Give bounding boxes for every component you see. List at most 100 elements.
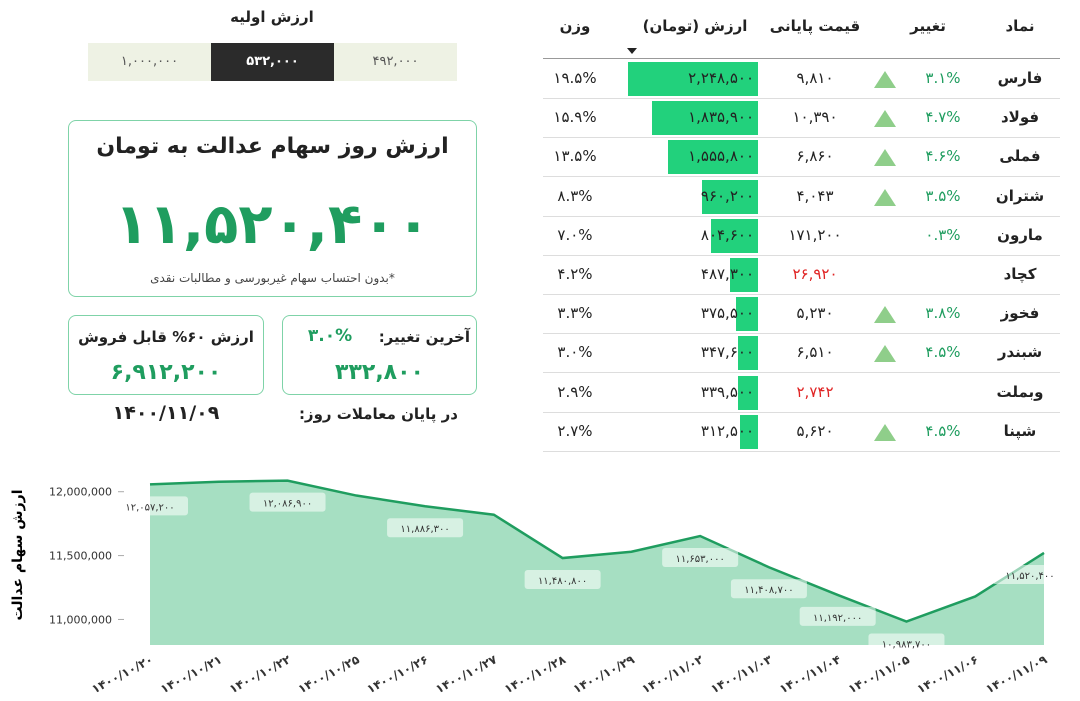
summary-card xyxy=(68,120,477,297)
close-price: ۵,۶۲۰ xyxy=(796,421,834,440)
header-rule xyxy=(543,58,1060,59)
value-label: ۱۱,۸۸۶,۳۰۰ xyxy=(400,524,449,535)
x-tick-label: ۱۴۰۰/۱۰/۲۲ xyxy=(227,652,294,696)
initial-value-option[interactable]: ۵۳۲,۰۰۰ xyxy=(211,43,334,81)
value-label-box xyxy=(662,548,739,568)
table-row-rule xyxy=(543,372,1060,374)
initial-value-option[interactable]: ۴۹۲,۰۰۰ xyxy=(334,43,457,81)
x-tick-label: ۱۴۰۰/۱۱/۰۶ xyxy=(915,652,981,696)
x-tick-label: ۱۴۰۰/۱۰/۲۹ xyxy=(571,652,638,696)
weight: ۱۳.۵% xyxy=(553,147,597,166)
table-header[interactable]: وزن xyxy=(559,17,591,35)
table-header[interactable]: تغییر xyxy=(910,17,946,35)
x-tick-label: ۱۴۰۰/۱۱/۰۹ xyxy=(983,652,1050,696)
value-bar xyxy=(711,218,758,253)
table-row-rule xyxy=(543,294,1060,295)
y-tick-label: 11,000,000 xyxy=(49,613,112,626)
value: ۱,۸۳۵,۹۰۰ xyxy=(688,108,754,127)
value-label: ۱۱,۴۸۰,۸۰۰ xyxy=(538,576,587,587)
table-header[interactable]: نماد xyxy=(1005,17,1035,35)
last-change-value: ۳۳۲,۸۰۰ xyxy=(335,360,424,385)
value-bar xyxy=(739,414,758,449)
x-tick-label: ۱۴۰۰/۱۰/۲۰ xyxy=(89,652,155,696)
weight: ۸.۳% xyxy=(557,186,593,205)
up-triangle xyxy=(874,71,896,88)
table-row-rule xyxy=(543,137,1060,139)
change: ۴.۷% xyxy=(925,108,961,127)
change: ۰.۳% xyxy=(925,225,961,244)
symbol: شبندر xyxy=(997,343,1043,362)
x-tick-label: ۱۴۰۰/۱۱/۰۲ xyxy=(640,652,707,696)
change: ۴.۶% xyxy=(925,147,961,166)
value-bar xyxy=(729,258,758,292)
value-bar xyxy=(738,375,758,410)
x-tick-label: ۱۴۰۰/۱۱/۰۴ xyxy=(777,652,843,696)
table-header[interactable]: ارزش (تومان) xyxy=(642,17,748,35)
initial-value-title: ارزش اولیه xyxy=(230,8,314,26)
value-label: ۱۲,۰۸۶,۹۰۰ xyxy=(263,499,312,510)
value: ۳۴۷,۶۰۰ xyxy=(700,343,754,362)
last-change-percent: ۳.۰% xyxy=(307,326,353,346)
close-price: ۲۶,۹۲۰ xyxy=(792,265,838,283)
symbol: فولاد xyxy=(1000,108,1040,127)
last-change-card xyxy=(282,315,477,395)
area xyxy=(150,480,1044,645)
close-price: ۶,۵۱۰ xyxy=(796,343,834,362)
symbol: مارون xyxy=(997,225,1043,244)
weight: ۲.۷% xyxy=(557,421,593,440)
table-row-rule xyxy=(543,215,1060,217)
change: ۴.۵% xyxy=(925,421,961,440)
change: ۴.۵% xyxy=(925,343,961,362)
symbol: فارس xyxy=(997,69,1043,87)
weight: ۴.۲% xyxy=(557,265,593,283)
sort-arrow xyxy=(627,48,637,54)
x-tick-label: ۱۴۰۰/۱۱/۰۳ xyxy=(708,652,775,696)
close-price: ۱۷۱,۲۰۰ xyxy=(788,225,842,244)
table-row-rule xyxy=(543,333,1060,335)
value-label-box xyxy=(730,579,807,599)
value-label-box xyxy=(112,496,188,516)
value-label: ۱۰,۹۸۳,۷۰۰ xyxy=(882,640,931,651)
value-bar xyxy=(628,62,758,96)
chart: ارزش سهام عدالت 11,000,000 11,500,000 12,00… xyxy=(10,479,1068,696)
close-price: ۹,۸۱۰ xyxy=(796,69,834,87)
date: ۱۴۰۰/۱۱/۰۹ xyxy=(112,402,220,424)
x-tick-label: ۱۴۰۰/۱۰/۲۷ xyxy=(433,652,500,696)
value-bar xyxy=(702,179,758,214)
value: ۱,۵۵۵,۸۰۰ xyxy=(688,147,754,166)
table-row-rule xyxy=(543,411,1060,413)
value-bar xyxy=(668,140,758,175)
date-label: در پایان معاملات روز: xyxy=(298,405,458,423)
symbol: کچاد xyxy=(1003,265,1037,283)
close-price: ۱۰,۳۹۰ xyxy=(792,108,838,127)
table-row-rule xyxy=(543,98,1060,99)
table-header[interactable]: قیمت پایانی xyxy=(769,17,861,35)
change: ۳.۸% xyxy=(925,304,961,323)
change: ۳.۵% xyxy=(925,186,961,205)
value-label-box xyxy=(387,518,464,538)
value: ۳۳۹,۵۰۰ xyxy=(700,382,754,401)
sellable-card xyxy=(68,315,264,395)
last-change-label: آخرین تغییر: xyxy=(378,328,470,346)
symbol: فملی xyxy=(999,147,1041,166)
weight: ۳.۰% xyxy=(557,343,593,362)
x-tick-label: ۱۴۰۰/۱۱/۰۵ xyxy=(846,652,912,696)
value-bar xyxy=(737,336,758,371)
x-tick-label: ۱۴۰۰/۱۰/۲۵ xyxy=(296,652,362,696)
summary-value: ۱۱,۵۲۰,۴۰۰ xyxy=(114,192,431,257)
value: ۳۷۵,۵۰۰ xyxy=(700,304,754,323)
up-triangle xyxy=(874,345,896,363)
y-axis-label: ارزش سهام عدالت xyxy=(10,489,26,620)
value-label: ۱۱,۵۲۰,۴۰۰ xyxy=(1005,571,1054,582)
value-bar xyxy=(736,297,758,332)
sellable-label: ارزش ۶۰% قابل فروش xyxy=(78,328,254,346)
weight: ۳.۳% xyxy=(557,304,593,323)
close-price: ۴,۰۴۳ xyxy=(796,186,834,205)
value-bar xyxy=(651,101,758,136)
y-tick-label: 11,500,000 xyxy=(49,550,112,563)
value: ۲,۲۴۸,۵۰۰ xyxy=(688,69,754,87)
symbol: وبملت xyxy=(996,382,1044,401)
summary-note: *بدون احتساب سهام غیربورسی و مطالبات نقد… xyxy=(150,271,395,285)
initial-value-option[interactable]: ۱,۰۰۰,۰۰۰ xyxy=(88,43,211,81)
value-label: ۱۱,۶۵۳,۰۰۰ xyxy=(675,554,724,565)
